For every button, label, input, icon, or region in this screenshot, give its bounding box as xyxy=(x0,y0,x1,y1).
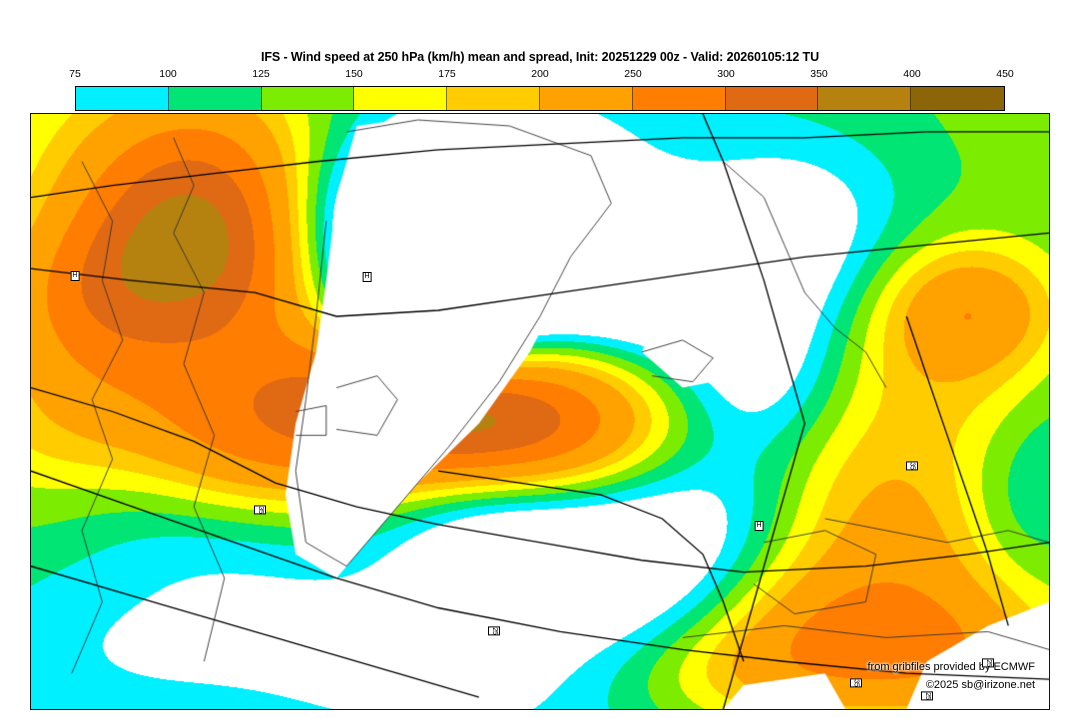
colorbar-band-300 xyxy=(725,87,819,110)
colorbar-band-125 xyxy=(261,87,355,110)
colorbar-band-200 xyxy=(539,87,633,110)
credit-source: from gribfiles provided by ECMWF xyxy=(867,661,1036,673)
colorbar-tick-450: 450 xyxy=(996,68,1014,80)
colorbar-tick-100: 100 xyxy=(159,68,177,80)
contour-value-label: 35 xyxy=(849,678,862,688)
pressure-high-label: H xyxy=(70,270,80,281)
colorbar-band-400 xyxy=(911,87,1004,110)
colorbar-tick-75: 75 xyxy=(69,68,81,80)
colorbar-band-100 xyxy=(168,87,262,110)
colorbar-tick-125: 125 xyxy=(252,68,270,80)
colorbar-legend: 75 100 125 150 175 200 250 300 350 400 450 xyxy=(0,68,1080,113)
contour-value-label: 35 xyxy=(254,505,267,515)
credit-copyright: ©2025 sb@irizone.net xyxy=(925,679,1035,691)
colorbar-band-150 xyxy=(354,87,448,110)
colorbar-tick-350: 350 xyxy=(810,68,828,80)
colorbar-band-75 xyxy=(76,87,169,110)
pressure-high-label: H xyxy=(754,521,764,532)
contour-value-label: 35 xyxy=(905,461,918,471)
colorbar-tick-labels: 75 100 125 150 175 200 250 300 350 400 450 xyxy=(0,68,1080,84)
colorbar-tick-150: 150 xyxy=(345,68,363,80)
colorbar-band-175 xyxy=(447,87,540,110)
colorbar-band-350 xyxy=(818,87,912,110)
colorbar-tick-400: 400 xyxy=(903,68,921,80)
colorbar-tick-300: 300 xyxy=(717,68,735,80)
weather-map-canvas[interactable] xyxy=(31,114,1049,709)
colorbar-gradient xyxy=(75,86,1005,111)
contour-value-label: 25 xyxy=(488,626,501,636)
colorbar-tick-250: 250 xyxy=(624,68,642,80)
contour-value-label: 25 xyxy=(920,691,933,701)
colorbar-band-250 xyxy=(632,87,726,110)
pressure-high-label: H xyxy=(362,272,372,283)
page-title: IFS - Wind speed at 250 hPa (km/h) mean … xyxy=(260,50,820,64)
map-panel[interactable]: from gribfiles provided by ECMWF ©2025 s… xyxy=(30,113,1050,710)
colorbar-tick-175: 175 xyxy=(438,68,456,80)
contour-value-label: 25 xyxy=(981,658,994,668)
colorbar-tick-200: 200 xyxy=(531,68,549,80)
